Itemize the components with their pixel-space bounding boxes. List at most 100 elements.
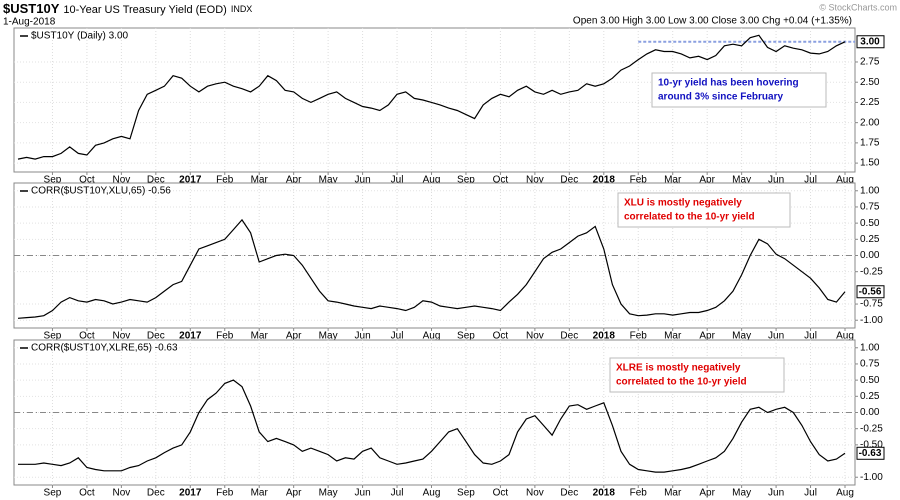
x-tick-label: Oct bbox=[79, 488, 95, 499]
annotation-box bbox=[609, 357, 785, 393]
quote: Open 3.00 High 3.00 Low 3.00 Close 3.00 … bbox=[573, 16, 852, 27]
x-tick-label: 2017 bbox=[179, 175, 202, 186]
x-tick-label: Nov bbox=[112, 488, 130, 499]
y-tick-label: 0.50 bbox=[860, 218, 880, 229]
x-tick-label: Jul bbox=[391, 331, 404, 342]
annotation-text: around 3% since February bbox=[658, 92, 783, 103]
date: 1-Aug-2018 bbox=[3, 17, 56, 28]
chart-header: $UST10Y 10-Year US Treasury Yield (EOD) IN… bbox=[3, 1, 252, 16]
x-tick-label: Apr bbox=[286, 175, 302, 186]
y-tick-label: 1.75 bbox=[860, 138, 880, 149]
x-tick-label: Apr bbox=[286, 331, 302, 342]
y-tick-label: -1.00 bbox=[860, 315, 883, 326]
x-tick-label: Jul bbox=[804, 488, 817, 499]
x-tick-label: Sep bbox=[44, 175, 62, 186]
x-tick-label: 2017 bbox=[179, 331, 202, 342]
x-tick-label: Oct bbox=[79, 175, 95, 186]
y-tick-label: 0.75 bbox=[860, 202, 880, 213]
x-tick-label: Jun bbox=[355, 331, 371, 342]
x-tick-label: Sep bbox=[457, 331, 475, 342]
x-tick-label: Sep bbox=[457, 488, 475, 499]
y-tick-label: -0.25 bbox=[860, 266, 883, 277]
symbol: $UST10Y bbox=[3, 1, 60, 16]
series-line bbox=[18, 379, 846, 473]
x-tick-label: Jul bbox=[804, 331, 817, 342]
x-tick-label: Jul bbox=[391, 175, 404, 186]
x-tick-label: Mar bbox=[251, 488, 269, 499]
x-tick-label: Sep bbox=[457, 175, 475, 186]
x-tick-label: Feb bbox=[216, 331, 234, 342]
x-tick-label: Feb bbox=[216, 488, 234, 499]
annotation-box bbox=[651, 72, 827, 108]
x-tick-label: Nov bbox=[526, 331, 544, 342]
x-tick-label: May bbox=[319, 488, 338, 499]
annotation-text: 10-yr yield has been hovering bbox=[658, 78, 799, 89]
x-tick-label: Apr bbox=[699, 175, 715, 186]
y-tick-label: 0.75 bbox=[860, 359, 880, 370]
x-tick-label: 2017 bbox=[179, 488, 202, 499]
x-tick-label: Aug bbox=[423, 488, 441, 499]
y-tick-label: -0.50 bbox=[860, 440, 883, 451]
x-tick-label: 2018 bbox=[593, 175, 616, 186]
annotation-box bbox=[617, 192, 791, 228]
annotation-text: XLU is mostly negatively bbox=[624, 198, 742, 209]
x-tick-label: Dec bbox=[147, 331, 165, 342]
y-tick-label: 1.00 bbox=[860, 342, 880, 353]
x-tick-label: Aug bbox=[423, 331, 441, 342]
credit: © StockCharts.com bbox=[819, 2, 897, 12]
y-tick-label: 0.25 bbox=[860, 391, 880, 402]
x-tick-label: Jul bbox=[804, 175, 817, 186]
y-tick-label: -1.00 bbox=[860, 472, 883, 483]
x-tick-label: Jun bbox=[768, 488, 784, 499]
x-tick-label: Nov bbox=[112, 331, 130, 342]
x-tick-label: Aug bbox=[423, 175, 441, 186]
y-tick-label: 0.00 bbox=[860, 250, 880, 261]
x-tick-label: Dec bbox=[147, 175, 165, 186]
x-tick-label: 2018 bbox=[593, 331, 616, 342]
x-tick-label: Oct bbox=[79, 331, 95, 342]
legend-label: CORR($UST10Y,XLU,65) -0.56 bbox=[31, 186, 171, 197]
y-tick-label: 0.50 bbox=[860, 375, 880, 386]
x-tick-label: Apr bbox=[286, 488, 302, 499]
x-tick-label: May bbox=[732, 331, 751, 342]
x-tick-label: Apr bbox=[699, 331, 715, 342]
x-tick-label: Feb bbox=[630, 331, 648, 342]
x-tick-label: Sep bbox=[44, 488, 62, 499]
y-tick-label: 2.50 bbox=[860, 77, 880, 88]
x-tick-label: May bbox=[319, 175, 338, 186]
x-tick-label: Nov bbox=[526, 488, 544, 499]
last-value-box bbox=[856, 285, 885, 299]
last-value-label: 3.00 bbox=[860, 36, 880, 47]
x-tick-label: Aug bbox=[836, 331, 854, 342]
last-value-label: -0.56 bbox=[859, 286, 882, 297]
x-tick-label: Feb bbox=[216, 175, 234, 186]
y-tick-label: 0.00 bbox=[860, 407, 880, 418]
x-tick-label: May bbox=[319, 331, 338, 342]
x-tick-label: Jun bbox=[768, 175, 784, 186]
x-tick-label: Oct bbox=[493, 175, 509, 186]
x-tick-label: Dec bbox=[560, 488, 578, 499]
annotation-text: correlated to the 10-yr yield bbox=[624, 212, 755, 223]
x-tick-label: Mar bbox=[664, 488, 682, 499]
last-value-box bbox=[856, 35, 885, 49]
x-tick-label: Nov bbox=[526, 175, 544, 186]
x-tick-label: Jun bbox=[355, 488, 371, 499]
x-tick-label: Jun bbox=[768, 331, 784, 342]
x-tick-label: Jun bbox=[355, 175, 371, 186]
annotation-text: XLRE is mostly negatively bbox=[616, 363, 741, 374]
x-tick-label: Oct bbox=[493, 488, 509, 499]
y-tick-label: 1.00 bbox=[860, 185, 880, 196]
x-tick-label: Nov bbox=[112, 175, 130, 186]
x-tick-label: Feb bbox=[630, 175, 648, 186]
x-tick-label: Dec bbox=[560, 175, 578, 186]
x-tick-label: Aug bbox=[836, 488, 854, 499]
legend-label: CORR($UST10Y,XLRE,65) -0.63 bbox=[31, 343, 178, 354]
x-tick-label: Mar bbox=[664, 331, 682, 342]
last-value-label: -0.63 bbox=[859, 448, 882, 459]
y-tick-label: 1.50 bbox=[860, 158, 880, 169]
x-tick-label: Dec bbox=[147, 488, 165, 499]
y-tick-label: 0.25 bbox=[860, 234, 880, 245]
exchange: INDX bbox=[231, 4, 253, 14]
y-tick-label: -0.25 bbox=[860, 423, 883, 434]
x-tick-label: May bbox=[732, 175, 751, 186]
